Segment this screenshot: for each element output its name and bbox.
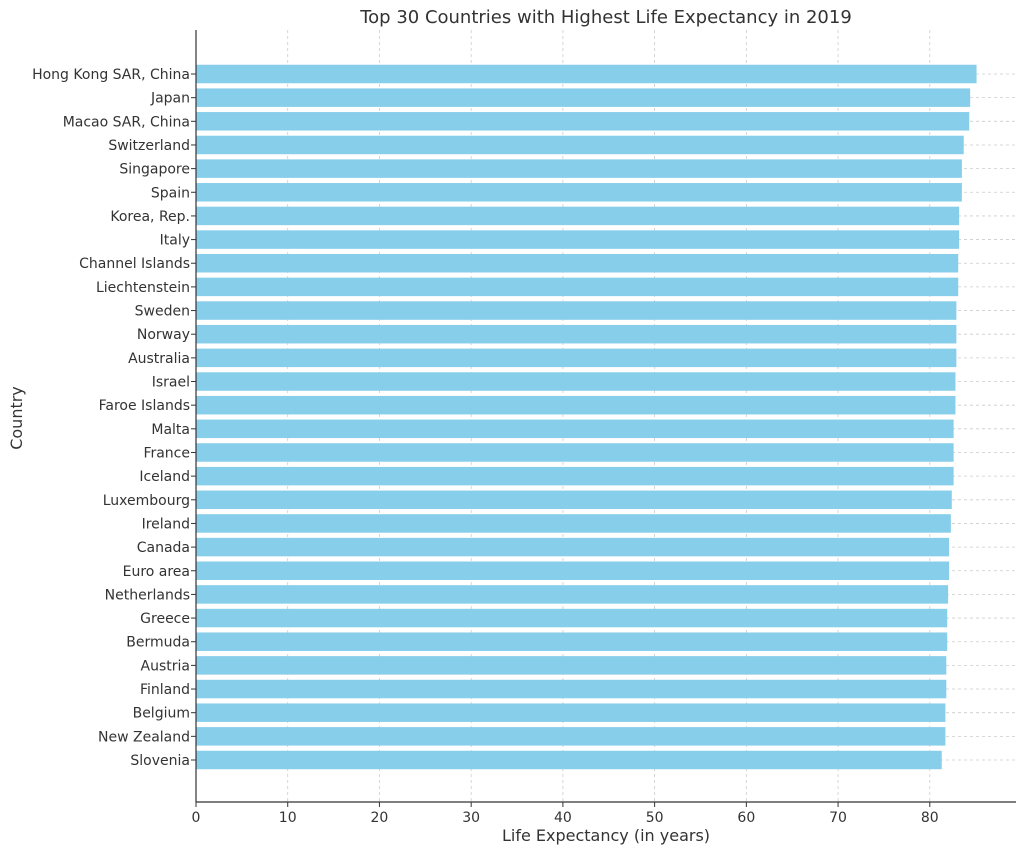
y-axis-label: Country	[7, 386, 26, 450]
x-tick-label: 80	[921, 810, 939, 826]
bar	[196, 112, 970, 131]
y-tick-label: Bermuda	[126, 635, 190, 651]
bar	[196, 632, 948, 651]
y-tick-label: Netherlands	[105, 587, 190, 603]
bar	[196, 537, 950, 557]
bar	[196, 561, 950, 581]
y-tick-label: Channel Islands	[79, 256, 190, 272]
y-tick-label: Faroe Islands	[99, 398, 190, 414]
y-tick-label: Belgium	[133, 706, 190, 722]
bar	[196, 443, 954, 462]
bar	[196, 727, 946, 746]
y-tick-label: Malta	[151, 422, 190, 438]
y-tick-label: Singapore	[119, 162, 190, 178]
y-tick-label: Greece	[140, 611, 190, 627]
y-tick-label: Spain	[151, 185, 190, 201]
bar	[196, 514, 951, 533]
bar	[196, 324, 957, 344]
bar	[196, 88, 971, 107]
bar	[196, 230, 960, 249]
y-tick-label: Switzerland	[108, 138, 190, 154]
bar	[196, 159, 962, 178]
x-tick-label: 0	[192, 810, 201, 826]
x-tick-label: 60	[737, 810, 755, 826]
y-tick-label: Austria	[141, 658, 190, 674]
y-tick-label: Italy	[160, 233, 190, 249]
bar	[196, 466, 954, 486]
bar	[196, 395, 956, 415]
chart-title: Top 30 Countries with Highest Life Expec…	[359, 7, 852, 28]
y-tick-label: Hong Kong SAR, China	[32, 67, 190, 83]
bar	[196, 348, 957, 368]
bar	[196, 206, 960, 226]
y-tick-label: Finland	[140, 682, 190, 698]
y-tick-label: Australia	[128, 351, 190, 367]
y-tick-label: Israel	[152, 375, 190, 391]
y-tick-label: Luxembourg	[103, 493, 190, 509]
bar	[196, 253, 959, 273]
y-tick-label: Norway	[137, 327, 190, 343]
x-tick-label: 70	[829, 810, 847, 826]
y-tick-label: Macao SAR, China	[63, 114, 190, 130]
bar	[196, 277, 959, 297]
bar	[196, 750, 942, 770]
y-tick-label: Canada	[137, 540, 190, 556]
y-tick-label: Ireland	[142, 516, 190, 532]
bar	[196, 490, 952, 510]
x-tick-label: 50	[646, 810, 664, 826]
bar	[196, 656, 947, 675]
x-tick-label: 10	[279, 810, 297, 826]
bar	[196, 301, 957, 320]
y-tick-label: Sweden	[135, 304, 190, 320]
x-axis-label: Life Expectancy (in years)	[502, 826, 710, 845]
bar	[196, 419, 954, 439]
y-tick-label: Korea, Rep.	[110, 209, 190, 225]
y-tick-label: New Zealand	[98, 729, 190, 745]
y-tick-label: Slovenia	[130, 753, 190, 769]
bar	[196, 183, 962, 202]
x-tick-label: 40	[554, 810, 572, 826]
y-tick-label: France	[143, 445, 190, 461]
y-tick-label: Iceland	[139, 469, 190, 485]
y-tick-label: Liechtenstein	[96, 280, 190, 296]
bar	[196, 135, 964, 155]
y-tick-label: Euro area	[123, 564, 190, 580]
x-tick-label: 30	[462, 810, 480, 826]
y-tick-label: Japan	[150, 91, 190, 107]
bar	[196, 679, 947, 699]
x-tick-label: 20	[371, 810, 389, 826]
bar	[196, 703, 946, 722]
bar	[196, 608, 948, 628]
bar	[196, 585, 949, 604]
bar	[196, 372, 956, 391]
bar	[196, 64, 977, 84]
